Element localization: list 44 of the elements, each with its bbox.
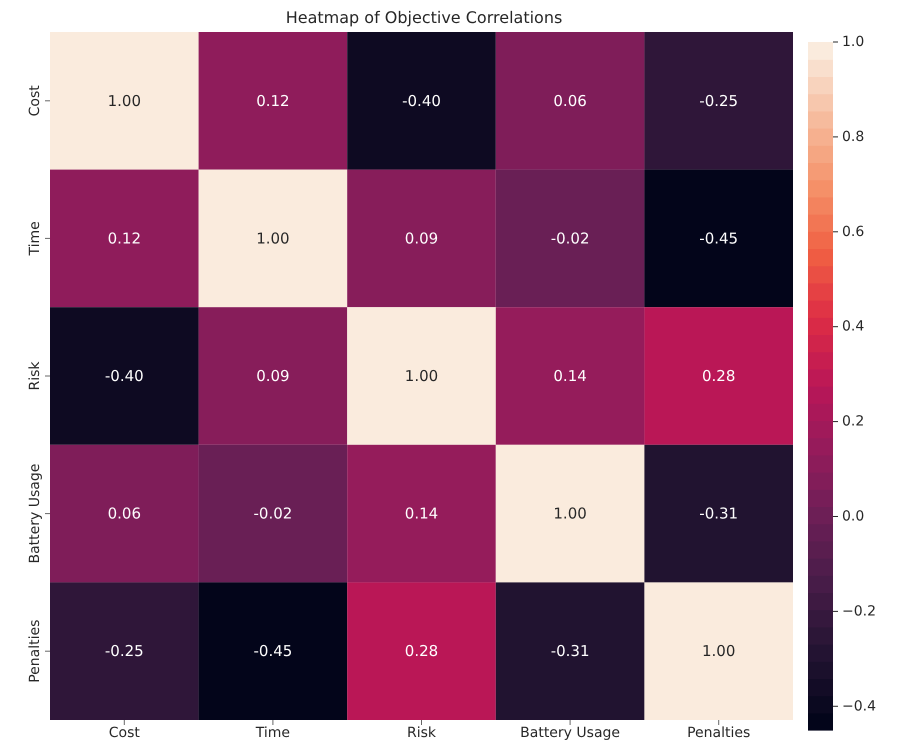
data-label: 0.12 [108,229,142,248]
data-label: 0.06 [108,504,142,523]
data-label: -0.25 [104,642,144,660]
chart-title: Heatmap of Objective Correlations [284,8,564,29]
data-label: -0.45 [699,229,738,248]
x-tick-label: Penalties [687,724,750,741]
y-tick-label: Time [27,221,43,257]
data-label: 0.09 [256,367,290,385]
data-label: -0.31 [550,642,590,660]
color-bar-label: 0.8 [842,128,864,145]
data-label: 1.00 [553,504,587,523]
data-label: 1.00 [108,92,142,110]
color-bar-label: 0.4 [842,318,864,335]
data-label: 0.06 [553,92,587,110]
data-label: 0.09 [404,229,438,248]
data-label: -0.31 [699,504,738,523]
y-tick-label: Battery Usage [27,464,43,564]
y-tick-label: Risk [27,360,43,391]
data-label: -0.02 [253,504,292,523]
x-tick-label: Risk [406,724,437,741]
data-label: -0.25 [699,92,738,110]
color-bar-label: 0.6 [842,224,864,240]
x-tick-label: Time [254,724,290,741]
color-bar-label: −0.2 [842,603,876,620]
data-label: 0.14 [404,504,438,523]
color-bar-label: 0.0 [842,508,864,524]
data-label: -0.02 [550,229,590,248]
data-label: -0.40 [104,367,144,385]
data-label: 0.28 [702,367,736,385]
x-tick-label: Battery Usage [520,724,620,741]
data-label: 1.00 [702,642,736,660]
data-label: 0.28 [404,642,438,660]
data-label: -0.40 [402,92,441,110]
color-bar-label: 0.2 [842,414,864,430]
data-label: 1.00 [256,229,290,248]
data-label: -0.45 [253,642,292,660]
data-label: 1.00 [404,367,438,385]
y-tick-label: Cost [27,84,43,116]
x-tick-label: Cost [108,724,140,741]
color-bar-label: −0.4 [842,698,876,714]
y-tick-label: Penalties [27,620,43,683]
data-label: 0.12 [256,92,290,110]
data-label: 0.14 [553,367,587,385]
color-bar-label: 1.0 [842,34,864,50]
